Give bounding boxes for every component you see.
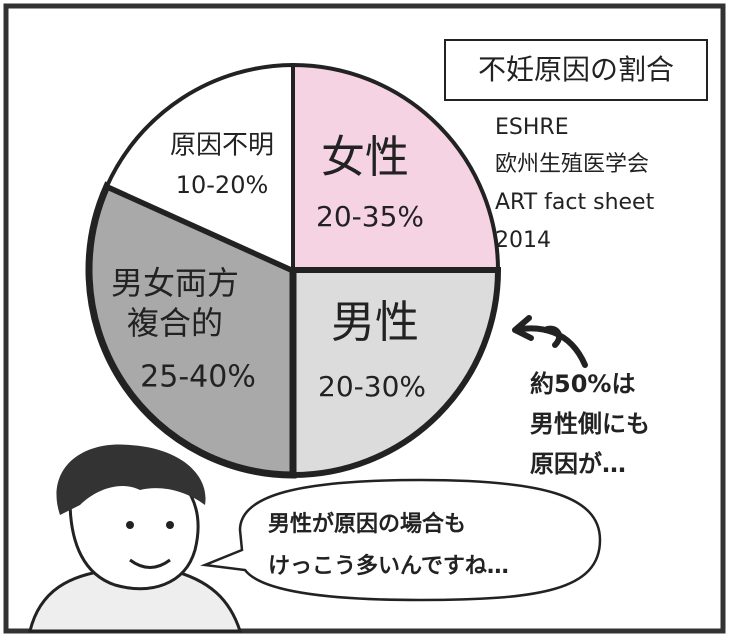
source-line: ESHRE bbox=[495, 115, 569, 140]
slice-label: 複合的 bbox=[127, 304, 223, 342]
source-line: ART fact sheet bbox=[495, 190, 655, 215]
source-line: 欧州生殖医学会 bbox=[495, 152, 649, 177]
slice-label: 原因不明 bbox=[170, 131, 274, 161]
character bbox=[28, 444, 243, 633]
slice-range: 20-30% bbox=[318, 370, 426, 403]
annotation-line: 原因が… bbox=[530, 450, 626, 478]
slice-label: 男女両方 bbox=[111, 264, 239, 302]
title: 不妊原因の割合 bbox=[478, 53, 674, 86]
annotation-line: 約50%は bbox=[530, 370, 635, 398]
annotation-arrow bbox=[512, 315, 588, 368]
speech: 男性が原因の場合も けっこう多いんですね… bbox=[268, 511, 509, 579]
slice-range: 25-40% bbox=[140, 360, 256, 395]
slice-unknown bbox=[104, 62, 295, 274]
slice-range: 20-35% bbox=[316, 200, 424, 233]
speech-line: けっこう多いんですね… bbox=[268, 553, 509, 579]
slice-labels: 女性 20-35% 男性 20-30% 男女両方 複合的 25-40% 原因不明… bbox=[111, 131, 426, 404]
slice-range: 10-20% bbox=[176, 171, 269, 199]
slice-male bbox=[290, 267, 502, 479]
speech-bubble bbox=[200, 478, 602, 602]
slice-female bbox=[291, 62, 501, 272]
annotation: 約50%は 男性側にも 原因が… bbox=[530, 370, 650, 478]
source-line: 2014 bbox=[495, 228, 551, 253]
annotation-line: 男性側にも bbox=[530, 410, 650, 438]
slice-label: 男性 bbox=[331, 297, 419, 348]
source: ESHRE 欧州生殖医学会 ART fact sheet 2014 bbox=[495, 115, 655, 253]
title-box bbox=[444, 39, 708, 101]
slice-label: 女性 bbox=[321, 132, 409, 183]
speech-line: 男性が原因の場合も bbox=[268, 511, 466, 537]
slice-both bbox=[85, 181, 297, 479]
